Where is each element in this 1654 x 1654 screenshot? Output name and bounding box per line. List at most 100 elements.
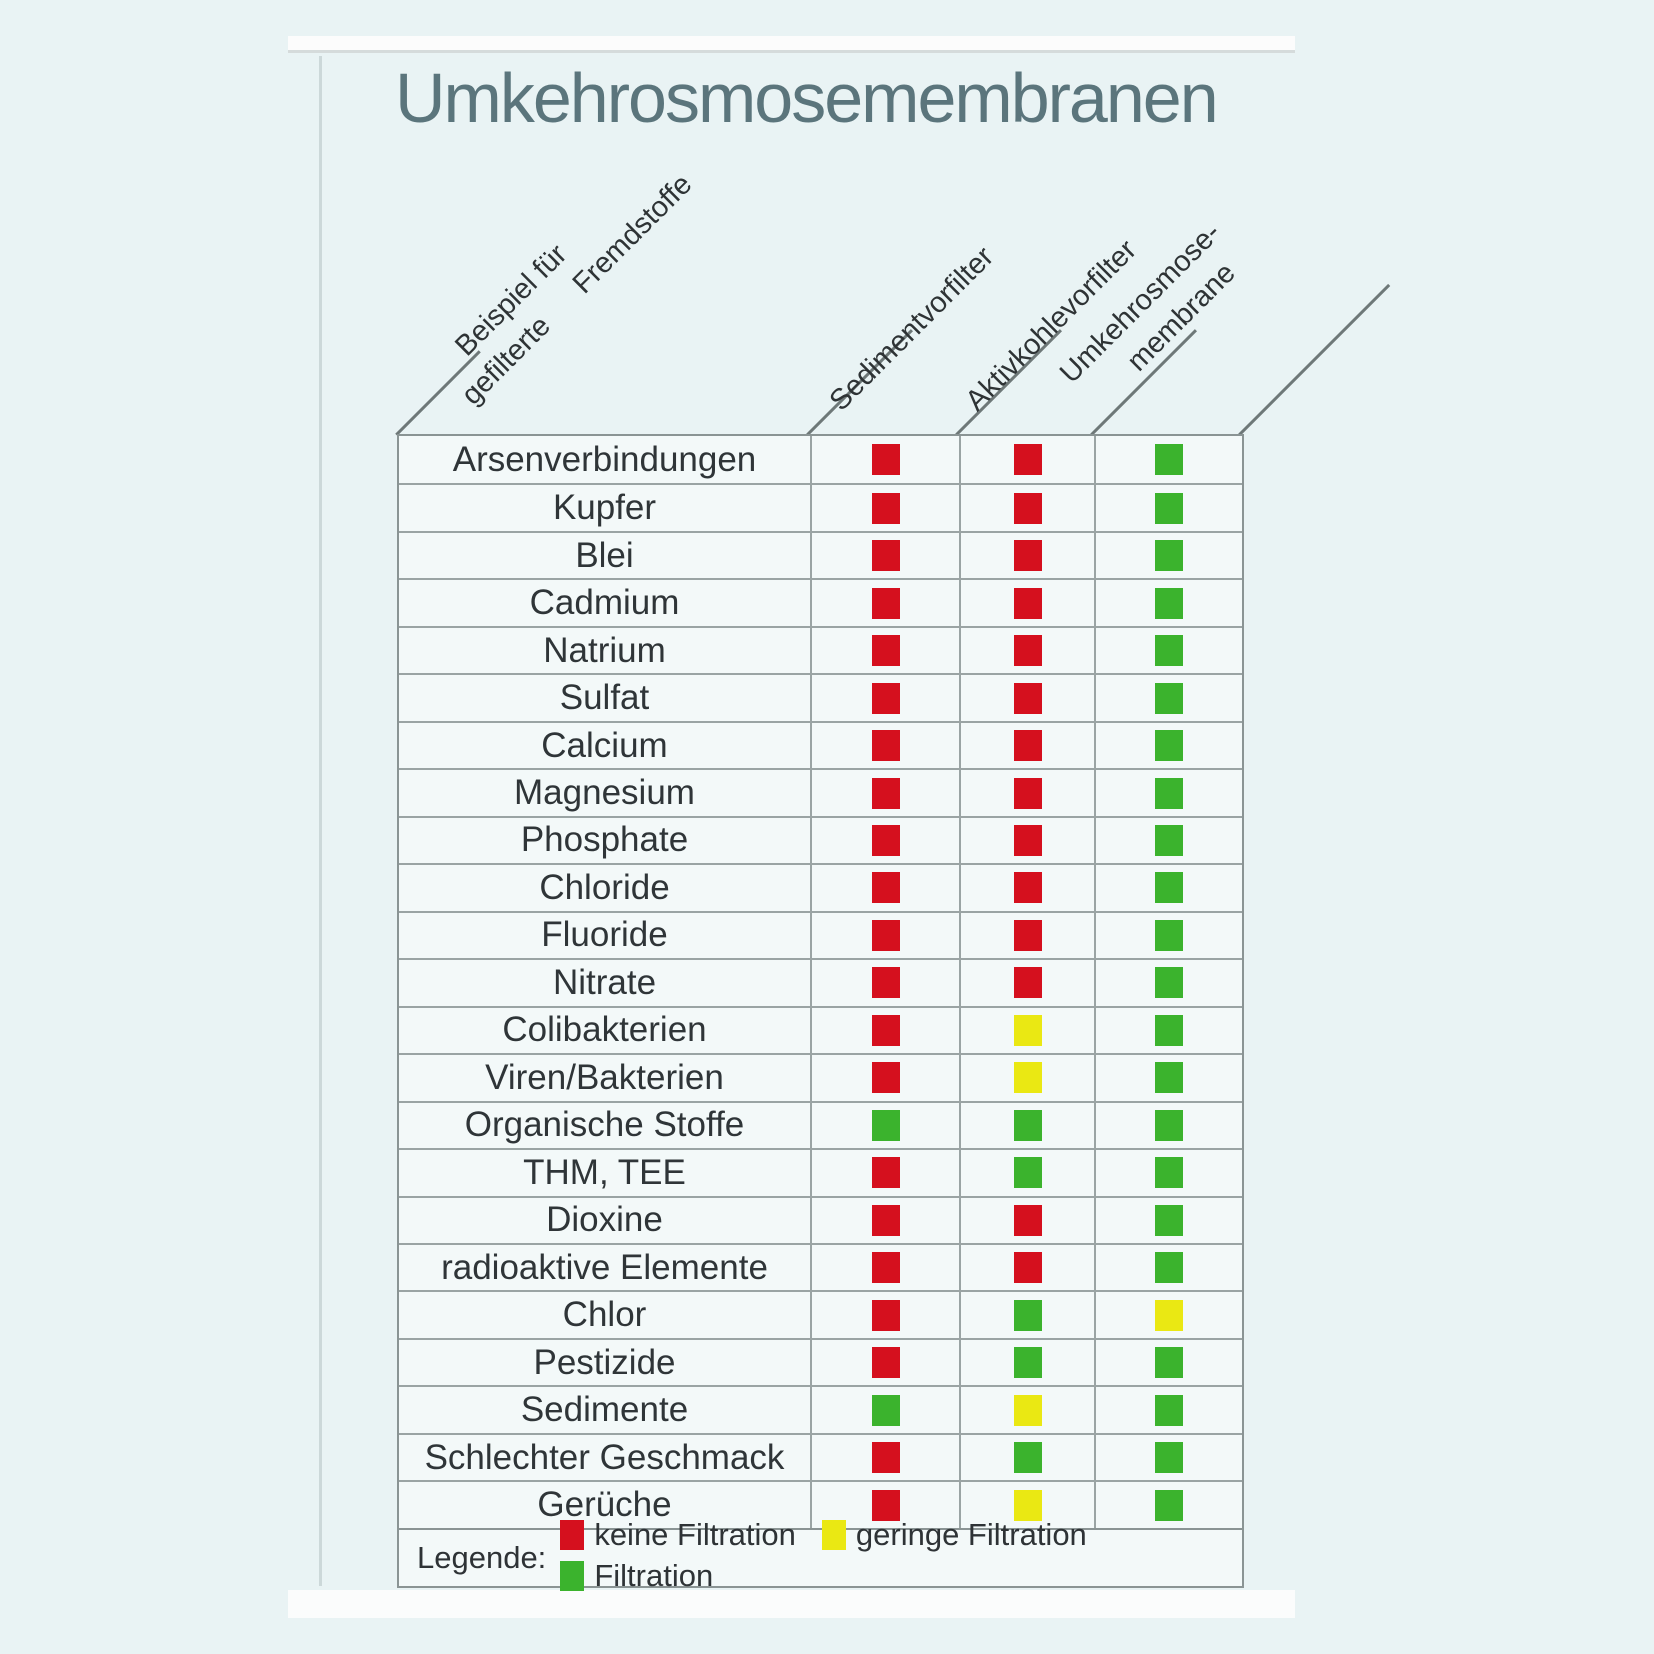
filter-result-cell <box>1094 1055 1242 1101</box>
substance-label: Dioxine <box>546 1200 663 1240</box>
filtration-table: Arsenverbindungen Kupfer Blei Cadmium Natriu… <box>397 434 1244 1593</box>
legend-items: keine Filtration geringe Filtration Filtra… <box>560 1517 1242 1599</box>
substance-label: Viren/Bakterien <box>485 1057 724 1097</box>
status-square-red <box>1013 635 1042 667</box>
filter-result-cell <box>810 1339 959 1386</box>
table-row: Natrium <box>399 625 1242 674</box>
table-row: Organische Stoffe <box>399 1100 1242 1149</box>
status-square-red <box>1013 444 1042 476</box>
filter-result-cell <box>959 1007 1094 1054</box>
table-row: Sulfat <box>399 673 1242 721</box>
filter-result-cell <box>810 675 959 721</box>
table-row: Fluoride <box>399 910 1242 959</box>
status-square-red <box>871 1062 900 1094</box>
substance-label: radioaktive Elemente <box>441 1247 768 1287</box>
table-row: Magnesium <box>399 768 1242 816</box>
status-square-green <box>1013 1299 1042 1331</box>
filter-result-cell <box>959 1055 1094 1101</box>
filter-result-cell <box>1094 770 1242 816</box>
status-square-yellow <box>1013 1394 1042 1426</box>
substance-label: Gerüche <box>537 1485 672 1525</box>
table-row: Cadmium <box>399 578 1242 626</box>
filter-result-cell <box>959 532 1094 579</box>
filter-result-cell <box>810 865 959 911</box>
table-row: Calcium <box>399 720 1242 769</box>
status-square-green <box>1155 1442 1183 1474</box>
legend-title: Legende: <box>417 1539 547 1575</box>
filter-result-cell <box>1094 1434 1242 1481</box>
status-square-red <box>871 1014 900 1046</box>
header-gap <box>552 295 585 328</box>
filter-result-cell <box>1094 436 1242 484</box>
row-header-label: Beispiel für gefilterteFremdstoffe <box>426 139 701 414</box>
filter-result-cell <box>959 485 1094 531</box>
filter-result-cell <box>959 1244 1094 1291</box>
filter-result-cell <box>959 865 1094 911</box>
table-row: Colibakterien <box>399 1005 1242 1054</box>
status-square-green <box>1155 967 1183 999</box>
status-square-green <box>1013 1442 1042 1474</box>
table-row: Viren/Bakterien <box>399 1053 1242 1101</box>
status-square-green <box>1155 444 1183 476</box>
legend-label: keine Filtration <box>594 1516 796 1552</box>
filter-result-cell <box>959 580 1094 626</box>
filter-result-cell <box>959 960 1094 1006</box>
legend-row: Legende: keine Filtration geringe Filtrat… <box>399 1517 1242 1593</box>
substance-label: Chlor <box>562 1295 647 1335</box>
filter-result-cell <box>810 770 959 816</box>
substance-label: Sulfat <box>559 678 650 718</box>
status-square-red <box>871 540 900 572</box>
status-square-green <box>871 1109 900 1141</box>
filter-result-cell <box>810 1055 959 1101</box>
table-row: Blei <box>399 530 1242 579</box>
vertical-rule <box>319 56 322 1586</box>
legend-square-red <box>560 1519 585 1550</box>
filter-result-cell <box>810 580 959 626</box>
filter-result-cell <box>1094 1102 1242 1149</box>
status-square-red <box>1013 872 1042 904</box>
status-square-yellow <box>1155 1299 1183 1331</box>
filter-result-cell <box>959 1434 1094 1481</box>
filter-result-cell <box>810 1387 959 1433</box>
status-square-green <box>1155 872 1183 904</box>
status-square-green <box>1155 1394 1183 1426</box>
status-square-green <box>1013 1109 1042 1141</box>
filter-result-cell <box>959 1150 1094 1196</box>
status-square-yellow <box>1013 1062 1042 1094</box>
status-square-red <box>1013 967 1042 999</box>
status-square-red <box>871 967 900 999</box>
filter-result-cell <box>959 1102 1094 1149</box>
status-square-green <box>871 1394 900 1426</box>
status-square-green <box>1155 1109 1183 1141</box>
status-square-red <box>1013 919 1042 951</box>
substance-label: Schlechter Geschmack <box>424 1437 785 1477</box>
filter-result-cell <box>959 1197 1094 1243</box>
filter-result-cell <box>1094 912 1242 959</box>
status-square-green <box>1155 1062 1183 1094</box>
legend-label: geringe Filtration <box>855 1516 1087 1552</box>
filter-result-cell <box>959 912 1094 959</box>
status-square-red <box>871 730 900 762</box>
table-row: Dioxine <box>399 1195 1242 1243</box>
filter-result-cell <box>810 1482 959 1528</box>
filter-result-cell <box>959 436 1094 484</box>
status-square-red <box>871 824 900 856</box>
filter-result-cell <box>1094 1482 1242 1528</box>
filter-result-cell <box>1094 1007 1242 1054</box>
status-square-red <box>1013 1252 1042 1284</box>
table-row: Nitrate <box>399 958 1242 1006</box>
status-square-green <box>1155 1204 1183 1236</box>
table-row: Chloride <box>399 863 1242 911</box>
filter-result-cell <box>1094 960 1242 1006</box>
substance-label: Chloride <box>539 867 670 907</box>
status-square-yellow <box>1013 1489 1042 1521</box>
filter-result-cell <box>1094 532 1242 579</box>
filter-result-cell <box>810 1102 959 1149</box>
status-square-red <box>871 1157 900 1189</box>
filter-result-cell <box>810 1197 959 1243</box>
filter-result-cell <box>1094 722 1242 769</box>
table-row: radioaktive Elemente <box>399 1242 1242 1291</box>
status-square-red <box>871 587 900 619</box>
filter-result-cell <box>959 770 1094 816</box>
top-white-strip <box>288 36 1295 53</box>
